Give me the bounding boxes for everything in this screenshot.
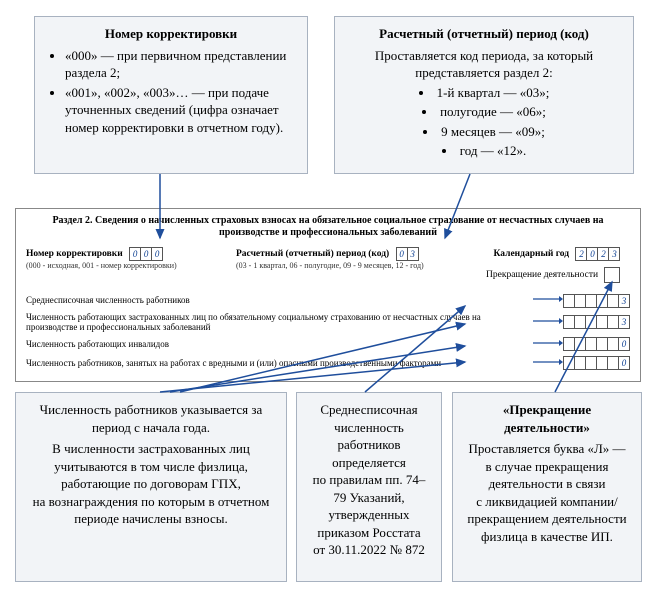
prekr-title: «Прекращение деятельности»: [465, 401, 629, 436]
prekr-cell: [604, 267, 620, 283]
korrekt-sub: (000 - исходная, 001 - номер корректиров…: [26, 261, 196, 270]
cell: 3: [608, 247, 620, 261]
info-box-chisl: Численность работников указывается за пе…: [15, 392, 287, 582]
count-label: Численность работников, занятых на работ…: [26, 358, 533, 368]
arrow-gap: [533, 315, 563, 330]
info-box-sredne: Среднесписочная численность работников о…: [296, 392, 442, 582]
cell: 3: [618, 315, 630, 329]
korrekt-cells: 0 0 0: [129, 247, 163, 261]
list-item: «001», «002», «003»… — при подаче уточне…: [65, 84, 295, 137]
cell: 0: [151, 247, 163, 261]
list-item: полугодие — «06»;: [347, 103, 621, 121]
count-row: Численность работников, занятых на работ…: [26, 356, 630, 371]
arrow-gap: [533, 356, 563, 371]
count-row: Среднесписочная численность работников 3: [26, 293, 630, 308]
cell: 3: [407, 247, 419, 261]
count-cells: 3: [563, 294, 630, 308]
period-lead: Проставляется код периода, за который пр…: [347, 47, 621, 82]
sredne-text: Среднесписочная численность работников о…: [309, 401, 429, 559]
year-label: Календарный год: [494, 249, 570, 259]
cell: 3: [618, 294, 630, 308]
form-title: Раздел 2. Сведения о начисленных страхов…: [26, 215, 630, 239]
period-sub: (03 - 1 квартал, 06 - полугодие, 09 - 9 …: [236, 261, 466, 270]
year-cells: 2 0 2 3: [575, 247, 620, 261]
prekr-text: Проставляется буква «Л» — в случае прекр…: [465, 440, 629, 545]
korrekt-list: «000» — при первичном представлении разд…: [47, 47, 295, 137]
info-box-prekr: «Прекращение деятельности» Проставляется…: [452, 392, 642, 582]
count-label: Численность работающих застрахованных ли…: [26, 312, 533, 333]
count-row: Численность работающих застрахованных ли…: [26, 312, 630, 333]
period-cells: 0 3: [396, 247, 419, 261]
count-cells: 0: [563, 337, 630, 351]
arrow-gap: [533, 293, 563, 308]
chisl-p2: В численности застрахованных лиц учитыва…: [28, 440, 274, 528]
period-title: Расчетный (отчетный) период (код): [347, 25, 621, 43]
cell: 0: [618, 337, 630, 351]
cell: 0: [618, 356, 630, 370]
form-panel: Раздел 2. Сведения о начисленных страхов…: [15, 208, 641, 382]
list-item: 1-й квартал — «03»;: [347, 84, 621, 102]
list-item: «000» — при первичном представлении разд…: [65, 47, 295, 82]
period-list: 1-й квартал — «03»; полугодие — «06»; 9 …: [347, 84, 621, 160]
count-label: Численность работающих инвалидов: [26, 339, 533, 349]
list-item: 9 месяцев — «09»;: [347, 123, 621, 141]
prekr-label: Прекращение деятельности: [486, 270, 598, 280]
korrekt-label: Номер корректировки: [26, 249, 123, 259]
count-cells: 0: [563, 356, 630, 370]
list-item: год — «12».: [347, 142, 621, 160]
korrekt-title: Номер корректировки: [47, 25, 295, 43]
count-rows: Среднесписочная численность работников 3 Ч…: [26, 293, 630, 371]
count-label: Среднесписочная численность работников: [26, 295, 533, 305]
period-label: Расчетный (отчетный) период (код): [236, 249, 389, 259]
form-row-header: Номер корректировки 0 0 0 (000 - исходна…: [26, 247, 630, 283]
info-box-korrekt: Номер корректировки «000» — при первично…: [34, 16, 308, 174]
count-row: Численность работающих инвалидов 0: [26, 337, 630, 352]
info-box-period: Расчетный (отчетный) период (код) Проста…: [334, 16, 634, 174]
count-cells: 3: [563, 315, 630, 329]
chisl-p1: Численность работников указывается за пе…: [28, 401, 274, 436]
arrow-gap: [533, 337, 563, 352]
